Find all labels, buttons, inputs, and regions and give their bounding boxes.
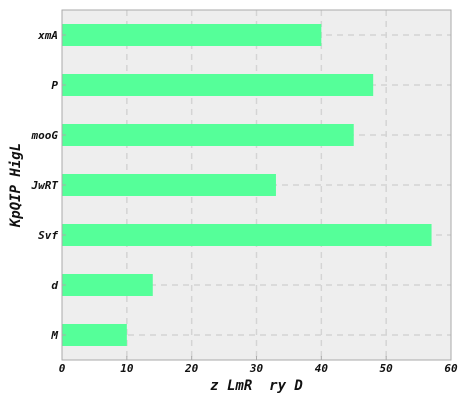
y-tick-label: P (51, 79, 58, 92)
bar-Svf (62, 224, 432, 246)
y-tick-label: xmA (37, 29, 58, 42)
bar-P (62, 74, 373, 96)
x-tick-label: 30 (249, 362, 264, 375)
bar-M (62, 324, 127, 346)
bar-d (62, 274, 153, 296)
x-axis-label: z LmR ry D (210, 378, 303, 394)
bar-mooG (62, 124, 354, 146)
y-tick-label: JwRT (31, 179, 59, 192)
x-tick-label: 10 (120, 362, 134, 375)
x-tick-label: 60 (444, 362, 458, 375)
y-tick-label: d (51, 279, 58, 292)
y-tick-label: Svf (38, 229, 58, 242)
y-axis-label: KpQIP HigL (8, 143, 24, 228)
x-tick-label: 20 (184, 362, 199, 375)
y-tick-label: mooG (31, 129, 59, 142)
bar-xmA (62, 24, 321, 46)
x-tick-label: 0 (59, 362, 66, 375)
bar-JwRT (62, 174, 276, 196)
x-tick-label: 50 (380, 362, 394, 375)
y-tick-label: M (50, 329, 58, 342)
x-tick-label: 40 (315, 362, 329, 375)
